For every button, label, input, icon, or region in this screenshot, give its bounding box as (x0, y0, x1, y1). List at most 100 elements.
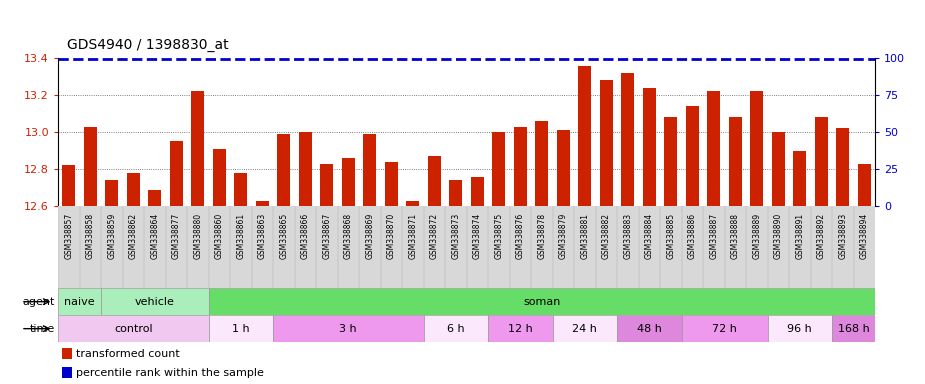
Text: 12 h: 12 h (508, 324, 533, 334)
Bar (557, 130, 570, 206)
Text: percentile rank within the sample: percentile rank within the sample (77, 367, 265, 377)
Text: GSM338892: GSM338892 (817, 213, 826, 259)
Text: GSM338859: GSM338859 (107, 213, 117, 259)
Text: GSM338889: GSM338889 (752, 213, 761, 259)
Bar (685, 106, 698, 206)
Bar (406, 200, 419, 206)
Bar (385, 162, 398, 206)
Bar (836, 129, 849, 206)
Bar (84, 127, 97, 206)
Bar (105, 180, 118, 206)
Text: agent: agent (23, 297, 56, 307)
Bar (424, 315, 488, 342)
Text: GSM338876: GSM338876 (516, 213, 524, 259)
Text: GSM338869: GSM338869 (365, 213, 375, 259)
Bar (708, 91, 721, 206)
Bar (599, 80, 612, 206)
Bar (58, 315, 208, 342)
Bar (815, 118, 828, 206)
Bar (256, 200, 268, 206)
Bar (794, 151, 807, 206)
Text: soman: soman (523, 297, 561, 307)
Bar (471, 177, 484, 206)
Text: 3 h: 3 h (339, 324, 357, 334)
Text: GSM338871: GSM338871 (408, 213, 417, 259)
Text: GSM338894: GSM338894 (859, 213, 869, 259)
Bar (427, 156, 440, 206)
Text: GSM338864: GSM338864 (150, 213, 159, 259)
Bar (278, 134, 290, 206)
Bar (213, 149, 226, 206)
Text: GSM338861: GSM338861 (236, 213, 245, 259)
Text: GSM338860: GSM338860 (215, 213, 224, 259)
Bar (750, 91, 763, 206)
Bar (857, 164, 870, 206)
Bar (273, 315, 424, 342)
Text: 1 h: 1 h (232, 324, 250, 334)
Text: GSM338884: GSM338884 (645, 213, 654, 259)
Bar (299, 132, 312, 206)
Bar (578, 66, 591, 206)
Text: GSM338873: GSM338873 (451, 213, 461, 259)
Text: GSM338886: GSM338886 (688, 213, 697, 259)
Text: GSM338881: GSM338881 (580, 213, 589, 259)
Bar (364, 134, 376, 206)
Bar (148, 190, 161, 206)
Text: GSM338872: GSM338872 (430, 213, 438, 259)
Text: GSM338875: GSM338875 (494, 213, 503, 259)
Text: GSM338888: GSM338888 (731, 213, 740, 259)
Bar (729, 118, 742, 206)
Text: GSM338879: GSM338879 (559, 213, 568, 259)
Bar (101, 288, 208, 315)
Text: GSM338883: GSM338883 (623, 213, 633, 259)
Bar (127, 173, 140, 206)
Bar (208, 315, 273, 342)
Text: 24 h: 24 h (573, 324, 598, 334)
Text: transformed count: transformed count (77, 349, 180, 359)
Bar (62, 166, 75, 206)
Text: GDS4940 / 1398830_at: GDS4940 / 1398830_at (68, 38, 228, 51)
Text: GSM338887: GSM338887 (709, 213, 718, 259)
Bar (450, 180, 462, 206)
Text: GSM338891: GSM338891 (796, 213, 804, 259)
Text: GSM338862: GSM338862 (129, 213, 138, 259)
Bar (536, 121, 549, 206)
Bar (492, 132, 505, 206)
Text: GSM338865: GSM338865 (279, 213, 289, 259)
Bar (62, 348, 72, 359)
Bar (513, 127, 526, 206)
Text: GSM338893: GSM338893 (838, 213, 847, 259)
Bar (488, 315, 552, 342)
Text: vehicle: vehicle (135, 297, 175, 307)
Bar (191, 91, 204, 206)
Bar (771, 132, 784, 206)
Text: GSM338874: GSM338874 (473, 213, 482, 259)
Bar (320, 164, 333, 206)
Bar (342, 158, 354, 206)
Text: control: control (114, 324, 153, 334)
Text: GSM338890: GSM338890 (773, 213, 783, 259)
Bar (622, 73, 635, 206)
Bar (62, 367, 72, 378)
Text: naive: naive (64, 297, 95, 307)
Text: GSM338880: GSM338880 (193, 213, 203, 259)
Text: GSM338878: GSM338878 (537, 213, 547, 259)
Text: 6 h: 6 h (447, 324, 464, 334)
Bar (643, 88, 656, 206)
Text: GSM338885: GSM338885 (666, 213, 675, 259)
Bar (170, 141, 183, 206)
Text: 72 h: 72 h (712, 324, 737, 334)
Text: GSM338867: GSM338867 (322, 213, 331, 259)
Text: 168 h: 168 h (838, 324, 870, 334)
Text: 48 h: 48 h (636, 324, 661, 334)
Bar (832, 315, 875, 342)
Text: GSM338858: GSM338858 (86, 213, 94, 259)
Text: GSM338882: GSM338882 (602, 213, 611, 259)
Bar (208, 288, 875, 315)
Text: GSM338877: GSM338877 (172, 213, 180, 259)
Bar (617, 315, 682, 342)
Text: 96 h: 96 h (787, 324, 812, 334)
Bar (664, 118, 677, 206)
Bar (682, 315, 768, 342)
Text: GSM338870: GSM338870 (387, 213, 396, 259)
